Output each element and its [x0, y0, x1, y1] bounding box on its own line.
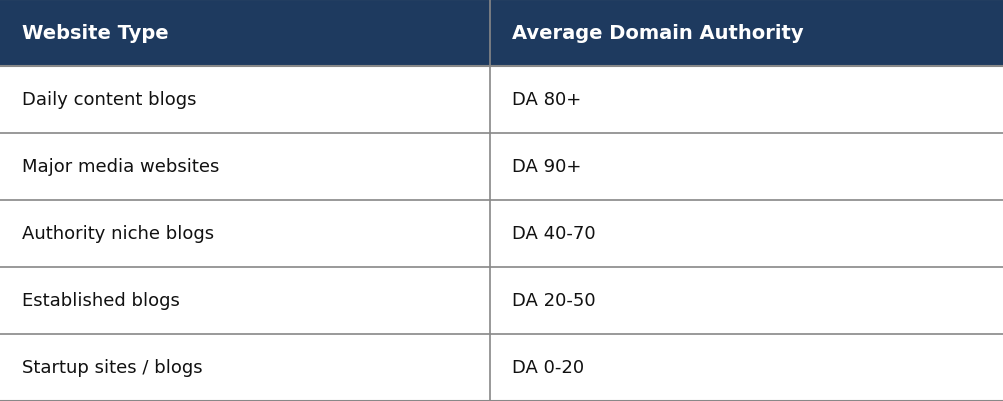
- Bar: [489, 267, 1003, 334]
- Bar: [0, 0, 489, 67]
- Bar: [489, 134, 1003, 200]
- Bar: [489, 200, 1003, 267]
- Text: DA 20-50: DA 20-50: [512, 292, 595, 310]
- Text: DA 80+: DA 80+: [512, 91, 581, 109]
- Bar: [0, 200, 489, 267]
- Text: DA 90+: DA 90+: [512, 158, 581, 176]
- Text: Authority niche blogs: Authority niche blogs: [22, 225, 214, 243]
- Bar: [0, 267, 489, 334]
- Text: Established blogs: Established blogs: [22, 292, 180, 310]
- Text: DA 40-70: DA 40-70: [512, 225, 595, 243]
- Text: Daily content blogs: Daily content blogs: [22, 91, 197, 109]
- Text: Startup sites / blogs: Startup sites / blogs: [22, 358, 203, 377]
- Bar: [0, 334, 489, 401]
- Bar: [0, 134, 489, 200]
- Bar: [489, 0, 1003, 67]
- Text: Major media websites: Major media websites: [22, 158, 220, 176]
- Bar: [0, 67, 489, 134]
- Text: Website Type: Website Type: [22, 24, 169, 43]
- Bar: [489, 334, 1003, 401]
- Text: Average Domain Authority: Average Domain Authority: [512, 24, 802, 43]
- Text: DA 0-20: DA 0-20: [512, 358, 584, 377]
- Bar: [489, 67, 1003, 134]
